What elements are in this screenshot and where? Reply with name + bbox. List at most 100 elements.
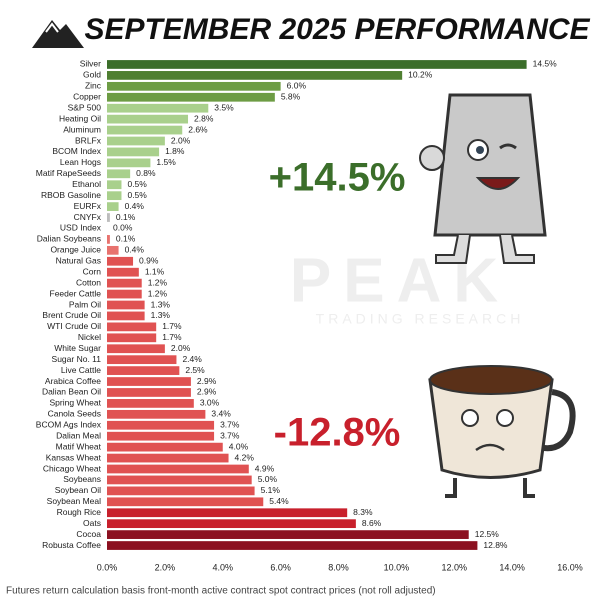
value-label: 0.4% <box>125 201 145 211</box>
bar <box>107 519 356 529</box>
category-label: Ethanol <box>72 179 101 189</box>
value-label: 8.6% <box>362 518 382 528</box>
x-tick-label: 6.0% <box>270 562 291 572</box>
category-label: Gold <box>83 70 101 80</box>
bar <box>107 541 478 550</box>
bar <box>107 191 122 201</box>
value-label: 3.5% <box>214 102 234 112</box>
bar <box>107 508 348 518</box>
bar <box>107 420 215 430</box>
value-label: 0.1% <box>116 234 136 244</box>
bar <box>107 245 119 255</box>
category-label: Nickel <box>78 332 101 342</box>
bar <box>107 267 139 277</box>
value-label: 0.5% <box>127 190 147 200</box>
bar <box>107 147 160 157</box>
bar <box>107 300 145 310</box>
value-label: 2.0% <box>171 135 191 145</box>
bar <box>107 409 206 419</box>
bar <box>107 81 281 91</box>
value-label: 4.2% <box>235 452 255 462</box>
value-label: 2.9% <box>197 387 217 397</box>
value-label: 0.8% <box>136 168 156 178</box>
bar <box>107 235 110 244</box>
value-label: 0.0% <box>113 223 133 233</box>
category-label: Lean Hogs <box>60 157 101 167</box>
logo-snow <box>45 22 59 33</box>
value-label: 1.2% <box>148 288 168 298</box>
category-label: Dalian Bean Oil <box>42 387 101 397</box>
category-label: Chicago Wheat <box>43 463 102 473</box>
category-label: Dalian Meal <box>56 430 101 440</box>
bar <box>107 202 119 211</box>
category-label: CNYFx <box>74 212 102 222</box>
category-label: EURFx <box>74 201 102 211</box>
category-label: BRLFx <box>75 135 102 145</box>
value-label: 1.3% <box>151 299 171 309</box>
bar <box>107 180 122 190</box>
value-label: 8.3% <box>353 507 373 517</box>
value-label: 1.1% <box>145 266 165 276</box>
category-label: Silver <box>80 59 101 69</box>
category-label: BCOM Index <box>52 146 101 156</box>
value-label: 14.5% <box>533 59 558 69</box>
chart-title: SEPTEMBER 2025 PERFORMANCE <box>84 13 590 46</box>
value-label: 1.3% <box>151 310 171 320</box>
value-label: 3.7% <box>220 420 240 430</box>
x-tick-label: 2.0% <box>155 562 176 572</box>
bar <box>107 158 151 168</box>
bar <box>107 136 165 146</box>
value-label: 4.9% <box>255 463 275 473</box>
value-label: 3.4% <box>211 409 231 419</box>
category-label: Sugar No. 11 <box>52 354 102 364</box>
category-label: Copper <box>73 92 101 102</box>
value-label: 2.6% <box>188 124 208 134</box>
bar <box>107 322 157 332</box>
bar <box>107 497 264 507</box>
bar <box>107 60 527 69</box>
category-label: Aluminum <box>63 124 101 134</box>
value-label: 3.7% <box>220 430 240 440</box>
value-label: 5.0% <box>258 474 278 484</box>
bar <box>107 256 134 266</box>
value-label: 1.5% <box>156 157 176 167</box>
category-label: Live Cattle <box>61 365 101 375</box>
category-label: Corn <box>83 266 102 276</box>
value-label: 0.1% <box>116 212 136 222</box>
category-label: Soybeans <box>63 474 101 484</box>
category-label: Arabica Coffee <box>45 376 101 386</box>
bar <box>107 344 165 354</box>
category-label: Palm Oil <box>69 299 101 309</box>
value-label: 0.5% <box>127 179 147 189</box>
category-label: Matif RapeSeeds <box>36 168 101 178</box>
value-label: 2.8% <box>194 113 214 123</box>
category-label: Zinc <box>85 81 102 91</box>
bar <box>107 355 177 365</box>
bar <box>107 289 142 299</box>
category-label: Soybean Meal <box>47 496 101 506</box>
value-label: 0.9% <box>139 256 159 266</box>
value-label: 1.7% <box>162 332 182 342</box>
x-tick-label: 8.0% <box>328 562 349 572</box>
value-label: 5.1% <box>261 485 281 495</box>
category-label: Canola Seeds <box>48 409 101 419</box>
bar <box>107 114 189 124</box>
value-label: 0.4% <box>125 245 145 255</box>
watermark: PEAK <box>290 246 510 315</box>
value-label: 1.2% <box>148 277 168 287</box>
logo <box>32 20 84 48</box>
category-label: Orange Juice <box>50 245 101 255</box>
bar <box>107 103 209 113</box>
bar <box>107 530 469 539</box>
value-label: 12.5% <box>475 529 500 539</box>
annotation: -12.8% <box>274 411 401 455</box>
value-label: 5.4% <box>269 496 289 506</box>
bar <box>107 169 131 179</box>
bar <box>107 71 403 80</box>
category-label: Cocoa <box>76 529 101 539</box>
value-label: 2.4% <box>182 354 202 364</box>
bar <box>107 486 255 496</box>
x-tick-label: 16.0% <box>557 562 583 572</box>
bar <box>107 125 183 135</box>
bar <box>107 399 194 408</box>
